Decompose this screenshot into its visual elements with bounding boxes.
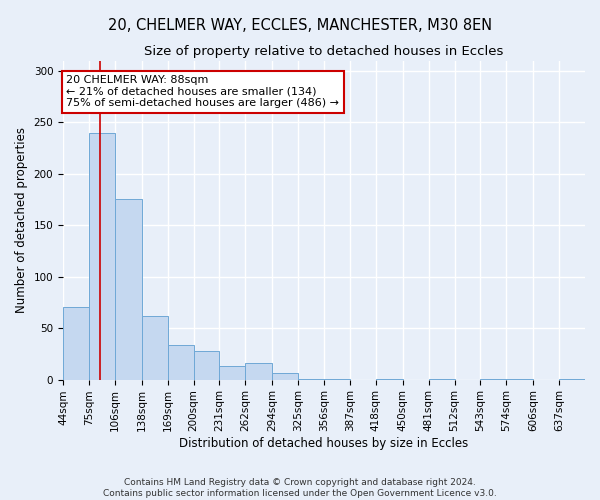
Bar [376, 378, 403, 380]
Bar [272, 374, 298, 380]
Bar [220, 366, 245, 380]
Bar [63, 306, 89, 380]
Bar [142, 316, 167, 380]
Bar [167, 344, 194, 380]
Text: 20 CHELMER WAY: 88sqm
← 21% of detached houses are smaller (134)
75% of semi-det: 20 CHELMER WAY: 88sqm ← 21% of detached … [67, 75, 340, 108]
Bar [428, 378, 455, 380]
Bar [481, 378, 506, 380]
Bar [245, 363, 272, 380]
Title: Size of property relative to detached houses in Eccles: Size of property relative to detached ho… [145, 45, 504, 58]
Text: Contains HM Land Registry data © Crown copyright and database right 2024.
Contai: Contains HM Land Registry data © Crown c… [103, 478, 497, 498]
Text: 20, CHELMER WAY, ECCLES, MANCHESTER, M30 8EN: 20, CHELMER WAY, ECCLES, MANCHESTER, M30… [108, 18, 492, 32]
Bar [506, 378, 533, 380]
Y-axis label: Number of detached properties: Number of detached properties [15, 127, 28, 313]
Bar [298, 378, 324, 380]
Bar [559, 378, 585, 380]
Bar [324, 378, 350, 380]
Bar [115, 200, 142, 380]
Bar [89, 132, 115, 380]
X-axis label: Distribution of detached houses by size in Eccles: Distribution of detached houses by size … [179, 437, 469, 450]
Bar [194, 351, 220, 380]
